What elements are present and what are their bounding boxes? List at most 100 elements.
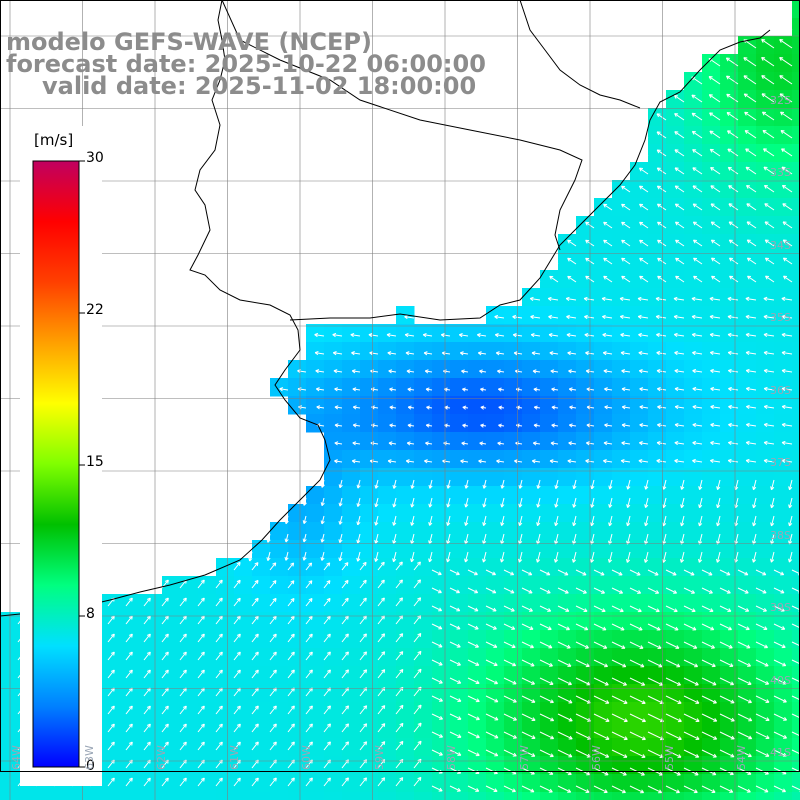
- wind-speed-cell: [558, 504, 577, 523]
- wind-speed-cell: [720, 72, 739, 91]
- wind-arrow: [779, 39, 793, 49]
- wind-arrow: [431, 587, 442, 594]
- wind-arrow: [395, 740, 404, 751]
- wind-speed-cell: [666, 702, 685, 721]
- wind-speed-cell: [756, 162, 775, 181]
- wind-speed-cell: [54, 792, 73, 800]
- wind-arrow: [567, 257, 577, 265]
- wind-arrow: [647, 785, 663, 794]
- wind-arrow: [341, 562, 349, 571]
- wind-arrow: [719, 569, 731, 576]
- wind-arrow: [467, 587, 479, 594]
- wind-speed-cell: [486, 468, 505, 487]
- wind-arrow: [550, 441, 559, 446]
- wind-speed-cell: [666, 378, 685, 397]
- wind-arrow: [683, 713, 700, 722]
- wind-speed-cell: [594, 774, 613, 793]
- wind-speed-cell: [486, 504, 505, 523]
- wind-arrow: [737, 605, 750, 612]
- wind-speed-cell: [738, 144, 757, 163]
- wind-speed-cell: [738, 540, 757, 559]
- wind-speed-cell: [342, 522, 361, 541]
- wind-arrow: [607, 551, 613, 563]
- wind-arrow: [619, 296, 631, 302]
- wind-speed-cell: [0, 648, 19, 667]
- wind-speed-cell: [720, 360, 739, 379]
- wind-arrow: [480, 387, 487, 392]
- wind-speed-cell: [360, 522, 379, 541]
- wind-arrow: [656, 167, 667, 175]
- wind-arrow: [719, 713, 735, 722]
- wind-arrow: [575, 587, 587, 594]
- wind-speed-cell: [522, 648, 541, 667]
- wind-speed-cell: [396, 522, 415, 541]
- wind-arrow: [665, 569, 677, 576]
- wind-arrow: [601, 296, 613, 302]
- wind-arrow: [395, 561, 403, 571]
- wind-speed-cell: [666, 504, 685, 523]
- wind-arrow: [449, 731, 462, 738]
- wind-arrow: [737, 587, 749, 594]
- wind-speed-cell: [774, 270, 793, 289]
- wind-arrow: [773, 641, 786, 649]
- wind-arrow: [533, 423, 541, 428]
- wind-arrow: [593, 605, 606, 613]
- latitude-label: 38S: [770, 529, 791, 542]
- wind-speed-cell: [216, 558, 235, 577]
- wind-arrow: [539, 587, 551, 594]
- wind-arrow: [107, 741, 115, 751]
- wind-speed-cell: [738, 504, 757, 523]
- wind-speed-cell: [486, 450, 505, 469]
- wind-arrow: [761, 75, 775, 85]
- wind-vector-arrows: [17, 21, 800, 794]
- wind-arrow: [788, 515, 793, 527]
- wind-speed-cell: [630, 396, 649, 415]
- wind-arrow: [709, 332, 721, 338]
- wind-speed-cell: [612, 486, 631, 505]
- wind-speed-cell: [324, 378, 343, 397]
- wind-arrow: [395, 597, 403, 607]
- wind-speed-cell: [792, 90, 800, 109]
- wind-arrow: [320, 479, 325, 488]
- wind-arrow: [763, 148, 775, 157]
- wind-arrow: [647, 569, 659, 576]
- wind-arrow: [621, 185, 631, 193]
- wind-arrow: [647, 587, 660, 594]
- wind-speed-cell: [792, 288, 800, 307]
- wind-arrow: [701, 659, 716, 668]
- wind-speed-cell: [666, 684, 685, 703]
- wind-speed-cell: [792, 576, 800, 595]
- wind-arrow: [518, 479, 523, 489]
- wind-arrow: [440, 333, 451, 338]
- wind-arrow: [656, 149, 667, 157]
- wind-speed-cell: [594, 702, 613, 721]
- wind-speed-cell: [630, 612, 649, 631]
- wind-arrow: [323, 741, 331, 751]
- wind-arrow: [287, 777, 295, 787]
- wind-speed-cell: [684, 342, 703, 361]
- wind-speed-cell: [774, 720, 793, 739]
- wind-arrow: [413, 579, 421, 589]
- wind-speed-cell: [630, 468, 649, 487]
- wind-arrow: [773, 587, 785, 594]
- wind-speed-cell: [792, 774, 800, 793]
- wind-speed-cell: [756, 198, 775, 217]
- wind-arrow: [485, 587, 497, 594]
- wind-arrow: [697, 551, 703, 563]
- wind-speed-cell: [792, 468, 800, 487]
- wind-speed-cell: [612, 666, 631, 685]
- wind-speed-cell: [576, 288, 595, 307]
- wind-arrow: [791, 785, 800, 793]
- wind-speed-cell: [594, 234, 613, 253]
- wind-arrow: [406, 369, 415, 374]
- wind-speed-cell: [396, 486, 415, 505]
- wind-speed-cell: [756, 126, 775, 145]
- wind-speed-cell: [90, 792, 109, 800]
- wind-speed-cell: [522, 774, 541, 793]
- wind-speed-cell: [684, 72, 703, 91]
- wind-speed-cell: [450, 414, 469, 433]
- wind-arrow: [425, 441, 433, 446]
- wind-speed-cell: [594, 324, 613, 343]
- wind-speed-cell: [720, 252, 739, 271]
- wind-arrow: [604, 387, 613, 392]
